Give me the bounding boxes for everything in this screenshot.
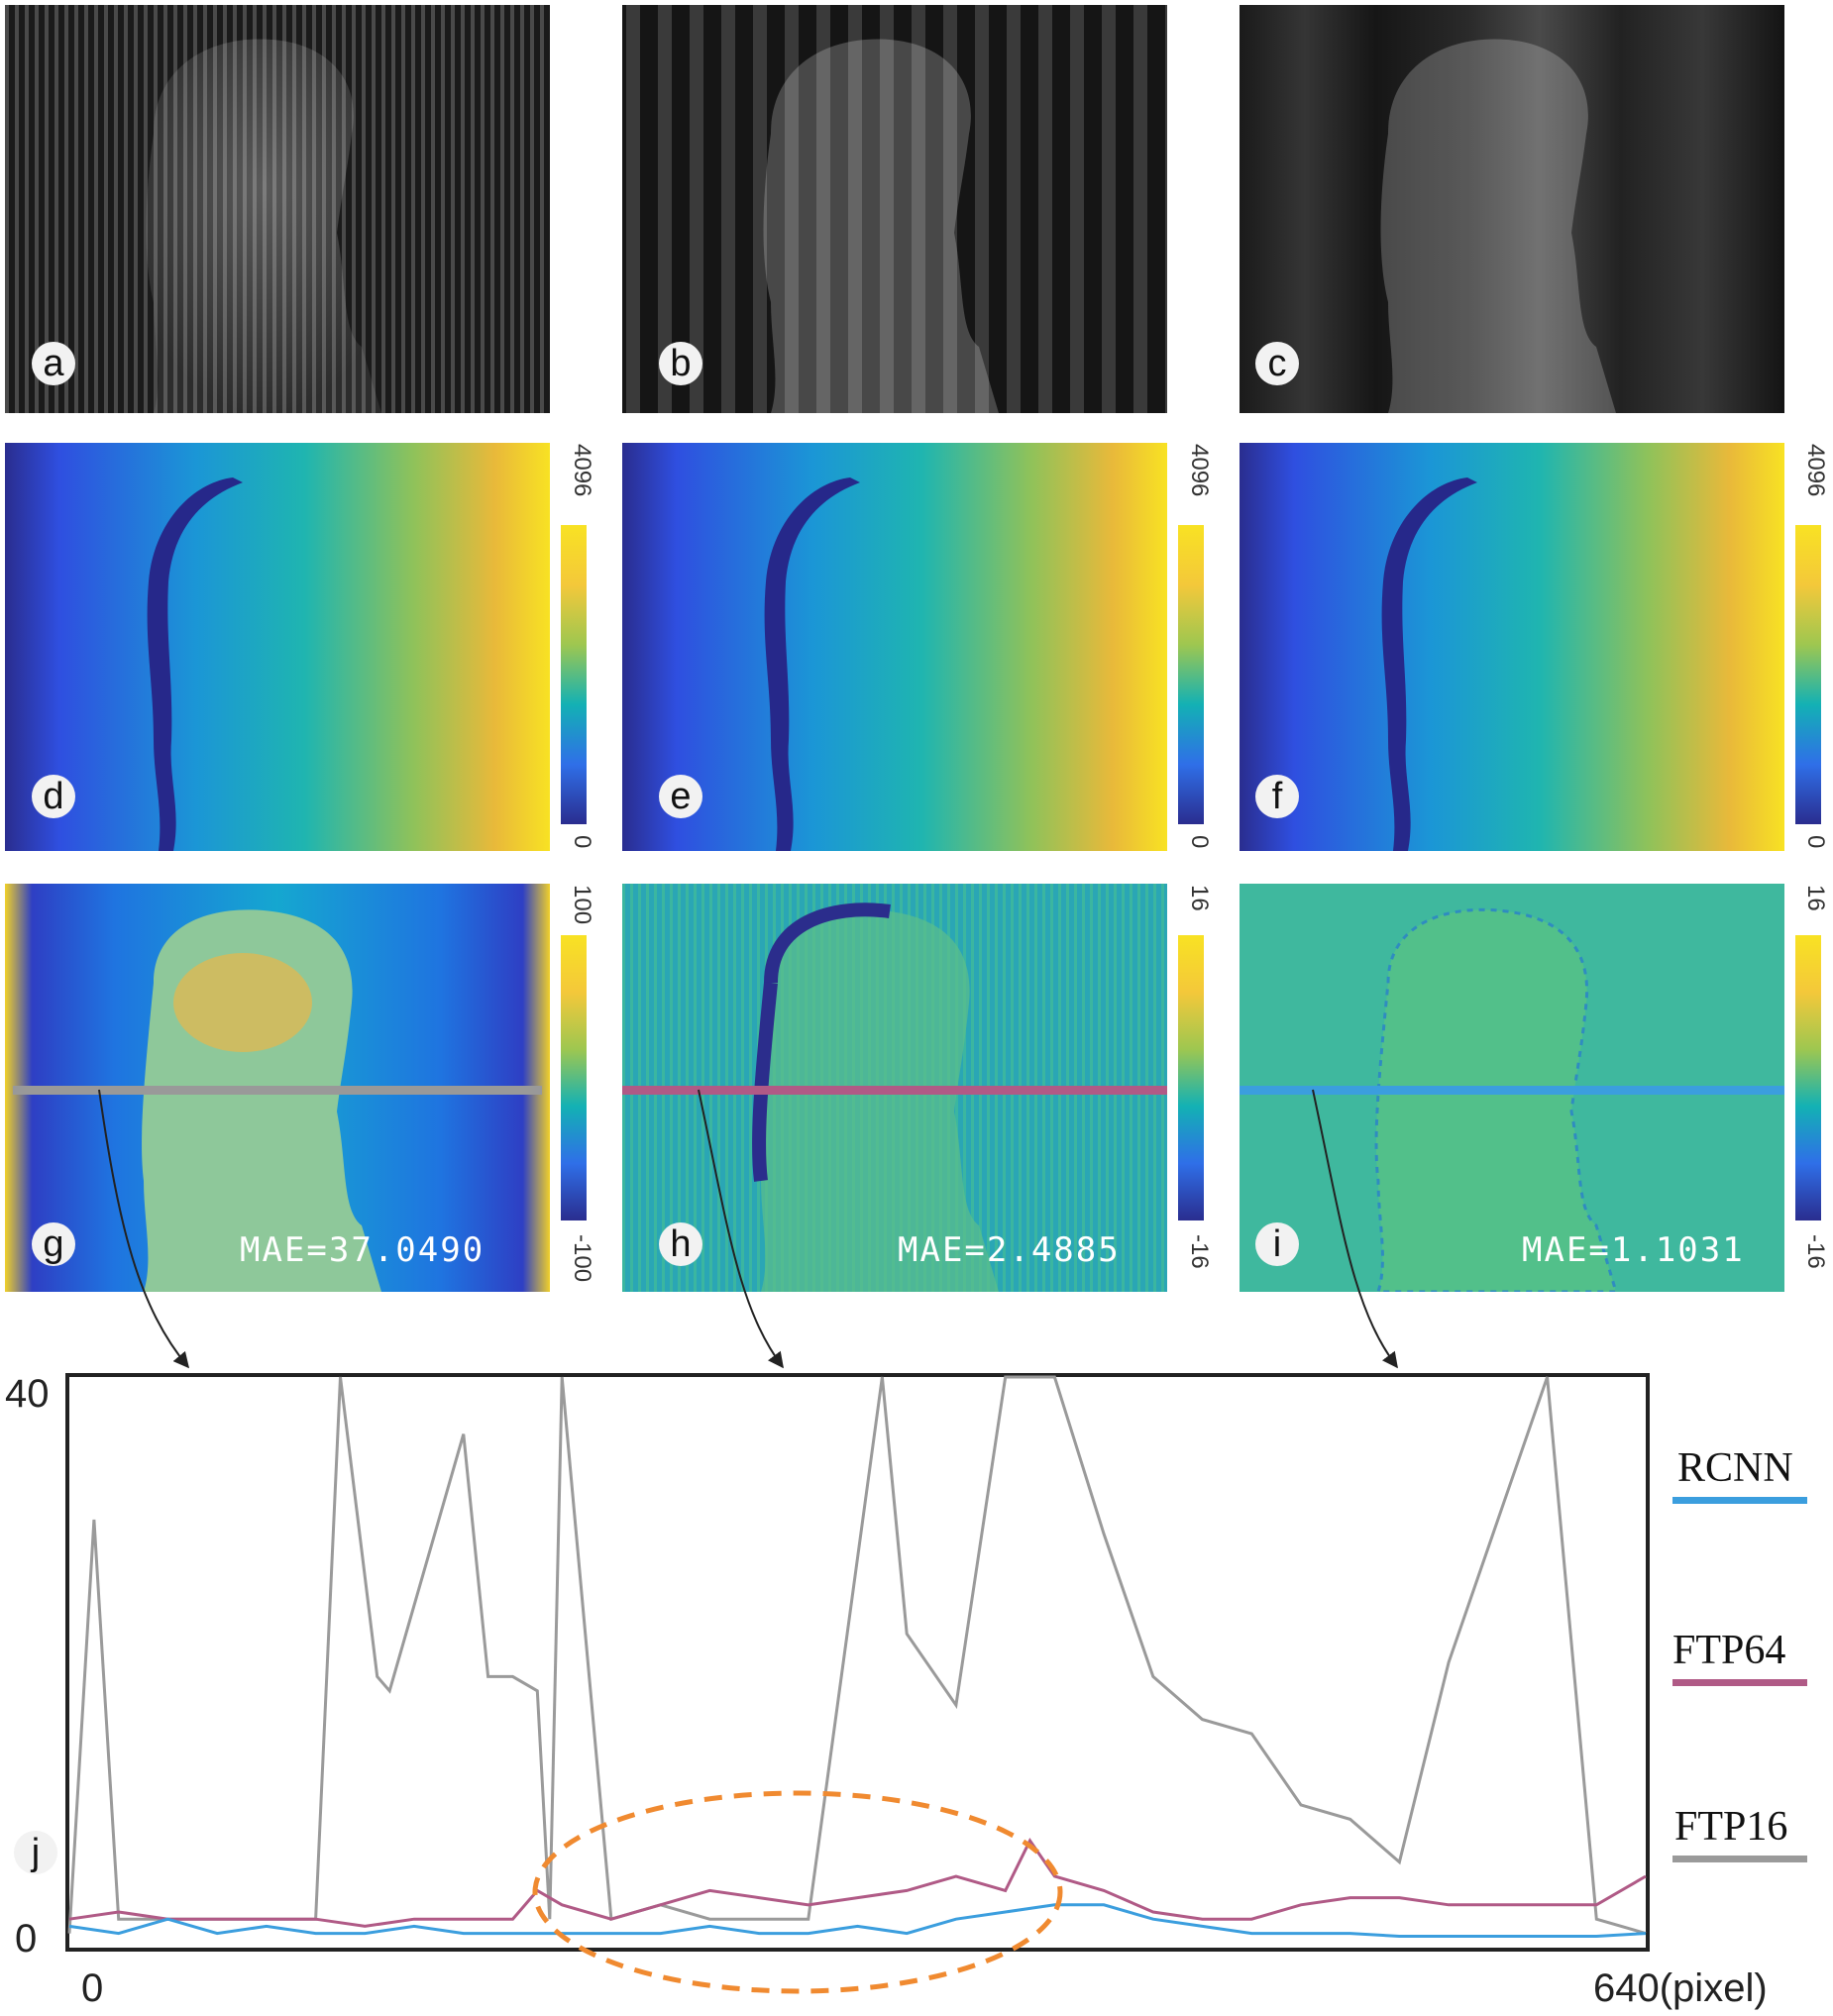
- panel-i-error-map: i MAE=1.1031: [1240, 884, 1784, 1292]
- colorbar-max-label: 16: [1186, 885, 1213, 911]
- series-line-rcnn: [68, 1903, 1647, 1938]
- mae-value: MAE=1.1031: [1522, 1230, 1745, 1270]
- panel-f-phase-map: f: [1240, 443, 1784, 851]
- legend-swatch-ftp64: [1672, 1679, 1807, 1686]
- fringe-image-fine: [5, 5, 550, 413]
- y-tick-label-max: 40: [5, 1372, 50, 1416]
- colorbar-f: [1795, 525, 1821, 824]
- panel-c-fringe-image: c: [1240, 5, 1784, 413]
- legend-label-rcnn: RCNN: [1677, 1445, 1793, 1491]
- x-tick-label-min: 0: [81, 1966, 104, 2010]
- colorbar-min-label: 0: [569, 835, 595, 849]
- phase-map: [622, 443, 1167, 851]
- colorbar-max-label: 16: [1802, 885, 1829, 911]
- panel-label: g: [32, 1222, 75, 1266]
- colorbar-max-label: 4096: [569, 444, 595, 497]
- connector-arrow-i: [1312, 1089, 1398, 1369]
- legend-label-ftp16: FTP16: [1674, 1804, 1788, 1850]
- y-tick-label-min: 0: [15, 1917, 38, 1961]
- legend-swatch-rcnn: [1672, 1497, 1807, 1504]
- series-line-ftp64: [68, 1838, 1647, 1928]
- colorbar-min-label: 0: [1802, 835, 1829, 849]
- panel-label: i: [1255, 1222, 1299, 1266]
- panel-g-error-map: g MAE=37.0490: [5, 884, 550, 1292]
- phase-map: [1240, 443, 1784, 851]
- panel-label: c: [1255, 342, 1299, 385]
- colorbar-max-label: 4096: [1186, 444, 1213, 497]
- colorbar-i: [1795, 935, 1821, 1220]
- panel-label: j: [14, 1831, 57, 1874]
- fringe-image-medium: [622, 5, 1167, 413]
- highlight-ellipse: [532, 1790, 1063, 1994]
- panel-a-fringe-image: a: [5, 5, 550, 413]
- plot-frame: [65, 1373, 1650, 1952]
- panel-label: a: [32, 342, 75, 385]
- panel-d-phase-map: d: [5, 443, 550, 851]
- panel-b-fringe-image: b: [622, 5, 1167, 413]
- panel-label: b: [659, 342, 702, 385]
- error-map: [622, 884, 1167, 1292]
- mae-value: MAE=2.4885: [898, 1230, 1121, 1270]
- connector-arrow-g: [98, 1089, 190, 1369]
- colorbar-max-label: 4096: [1802, 444, 1829, 497]
- panel-h-error-map: h MAE=2.4885: [622, 884, 1167, 1292]
- panel-label: e: [659, 775, 702, 818]
- phase-map: [5, 443, 550, 851]
- colorbar-min-label: 0: [1186, 835, 1213, 849]
- legend-swatch-ftp16: [1672, 1856, 1807, 1862]
- line-chart-j: [65, 1373, 1650, 1994]
- panel-label: d: [32, 775, 75, 818]
- legend-label-ftp64: FTP64: [1672, 1628, 1786, 1673]
- fringe-image-coarse: [1240, 5, 1784, 413]
- x-tick-label-max: 640(pixel): [1593, 1966, 1768, 2010]
- colorbar-g: [561, 935, 587, 1220]
- colorbar-e: [1178, 525, 1204, 824]
- connector-arrow-h: [698, 1089, 784, 1369]
- panel-label: h: [659, 1222, 702, 1266]
- panel-e-phase-map: e: [622, 443, 1167, 851]
- colorbar-h: [1178, 935, 1204, 1220]
- error-map: [5, 884, 550, 1292]
- series-layer: [67, 1375, 1647, 1938]
- error-map: [1240, 884, 1784, 1292]
- colorbar-max-label: 100: [569, 885, 595, 925]
- colorbar-d: [561, 525, 587, 824]
- connector-arrows: [98, 1089, 1398, 1369]
- panel-label: f: [1255, 775, 1299, 818]
- mae-value: MAE=37.0490: [240, 1230, 485, 1270]
